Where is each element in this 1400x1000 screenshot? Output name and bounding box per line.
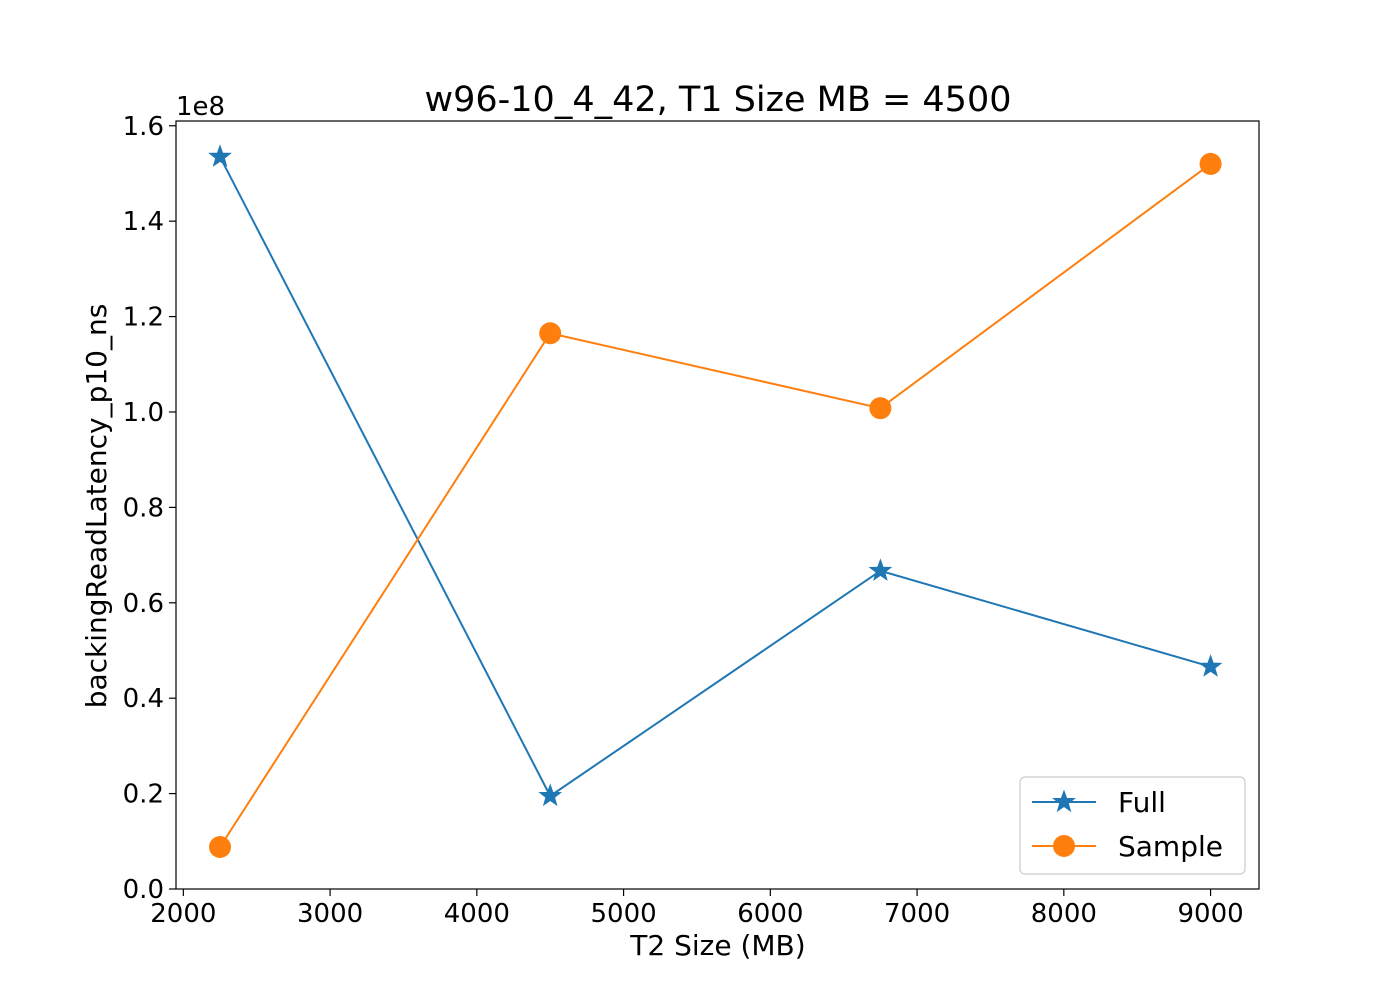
y-tick-label: 0.6 <box>123 589 164 619</box>
x-tick-label: 6000 <box>737 899 803 929</box>
x-tick-label: 5000 <box>590 899 656 929</box>
x-tick-label: 4000 <box>444 899 510 929</box>
x-tick-label: 3000 <box>297 899 363 929</box>
legend: Full Sample <box>1019 776 1246 875</box>
series-sample-circle-marker <box>539 322 562 345</box>
y-offset-label: 1e8 <box>176 92 225 122</box>
x-tick-label: 7000 <box>884 899 950 929</box>
series-sample-circle-marker <box>869 397 892 420</box>
y-tick-label: 1.2 <box>123 303 164 333</box>
series-full-star-marker <box>208 144 232 167</box>
y-tick-label: 0.0 <box>123 875 164 905</box>
y-tick-label: 1.4 <box>123 207 164 237</box>
x-tick-label: 8000 <box>1031 899 1097 929</box>
plot-area: 2000 3000 4000 5000 6000 7000 8000 9000 0.0 0.2 0.… <box>123 112 1260 929</box>
plot-frame <box>175 120 1260 890</box>
y-tick-label: 0.2 <box>123 780 164 810</box>
series-full-line <box>219 156 1211 798</box>
x-axis-label: T2 Size (MB) <box>629 929 805 962</box>
series-sample-circle-marker <box>1199 152 1222 175</box>
series-sample-circle-marker <box>209 836 232 859</box>
y-tick-label: 1.6 <box>123 112 164 142</box>
y-axis-label: backingReadLatency_p10_ns <box>80 304 113 709</box>
chart-title: w96-10_4_42, T1 Size MB = 4500 <box>425 80 1012 120</box>
y-tick-label: 0.4 <box>123 684 164 714</box>
legend-sample-circle-marker <box>1053 835 1075 857</box>
legend-sample-label: Sample <box>1118 830 1223 863</box>
y-tick-label: 0.8 <box>123 493 164 523</box>
series-sample-line <box>219 163 1212 848</box>
series-full-star-marker <box>538 783 563 807</box>
x-tick-label: 2000 <box>150 899 216 929</box>
series-full-star-marker <box>868 558 893 581</box>
x-tick-label: 9000 <box>1177 899 1243 929</box>
y-tick-label: 1.0 <box>123 398 164 428</box>
legend-full-star-marker <box>1052 789 1076 813</box>
legend-full-label: Full <box>1118 786 1166 819</box>
series-full-star-marker <box>1198 654 1223 677</box>
